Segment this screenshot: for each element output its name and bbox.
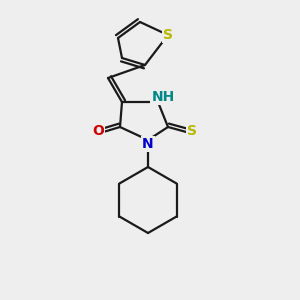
Text: S: S	[187, 124, 197, 138]
Text: N: N	[142, 137, 154, 151]
Text: O: O	[92, 124, 104, 138]
Text: NH: NH	[152, 90, 175, 104]
Text: S: S	[163, 28, 173, 42]
